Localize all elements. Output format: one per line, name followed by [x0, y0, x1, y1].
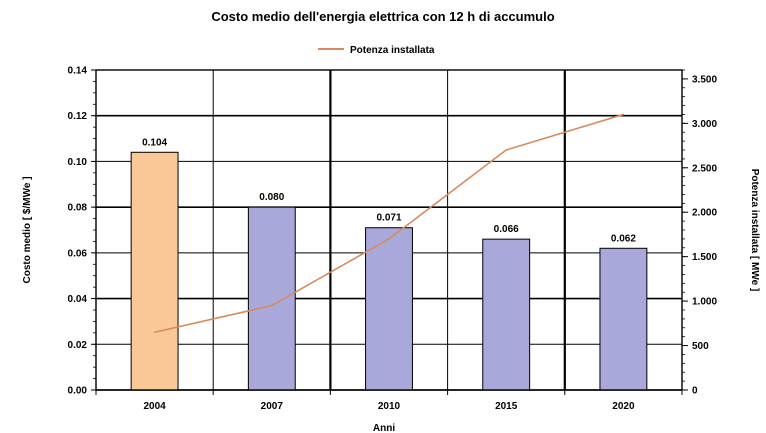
bar-2020 [599, 247, 648, 391]
x-tick-label: 2020 [612, 401, 635, 412]
bar-value-label: 0.062 [611, 233, 636, 244]
line-point [622, 113, 625, 116]
y2-tick-label: 1.000 [692, 297, 717, 308]
x-tick-label: 2007 [261, 401, 284, 412]
x-tick-label: 2015 [495, 401, 518, 412]
y2-tick-label: 3.000 [692, 119, 717, 130]
bar-value-label: 0.104 [142, 137, 167, 148]
y2-tick-label: 3.500 [692, 74, 717, 85]
y2-tick-label: 500 [692, 341, 709, 352]
x-tick-label: 2004 [143, 401, 166, 412]
line-point [153, 331, 156, 334]
legend-label: Potenza installata [350, 45, 435, 56]
y2-tick-label: 2.500 [692, 163, 717, 174]
y2-tick-label: 0 [692, 386, 698, 397]
legend: Potenza installata [318, 45, 435, 56]
y-tick-label: 0.08 [68, 203, 88, 214]
bar-2010 [365, 227, 413, 391]
y-tick-label: 0.04 [68, 294, 88, 305]
y2-tick-label: 2.000 [692, 208, 717, 219]
y2-tick-label: 1.500 [692, 252, 717, 263]
chart-title: Costo medio dell'energia elettrica con 1… [211, 9, 554, 24]
y-tick-label: 0.00 [68, 386, 88, 397]
y2-axis-label: Potenza installata [ MWe ] [749, 169, 760, 292]
bar-value-label: 0.071 [376, 213, 401, 224]
y-tick-label: 0.02 [68, 340, 88, 351]
y-tick-label: 0.12 [68, 111, 88, 122]
bar-2015 [482, 238, 531, 391]
y-tick-label: 0.06 [68, 248, 88, 259]
line-point [271, 304, 273, 307]
y-tick-label: 0.14 [68, 66, 88, 77]
line-point [388, 238, 390, 240]
x-axis-label: Anni [373, 423, 395, 433]
bar-2004 [130, 151, 179, 391]
y-axis-label: Costo medio [ $/MWe ] [22, 176, 33, 283]
y-tick-label: 0.10 [68, 157, 88, 168]
bar-2007 [247, 206, 296, 391]
line-point [505, 149, 508, 151]
plot-area: 0.1040.0800.0710.0660.0620.000.020.040.0… [68, 66, 718, 413]
x-tick-label: 2010 [378, 401, 401, 412]
bar-value-label: 0.080 [259, 192, 284, 203]
bar-value-label: 0.066 [494, 224, 519, 235]
